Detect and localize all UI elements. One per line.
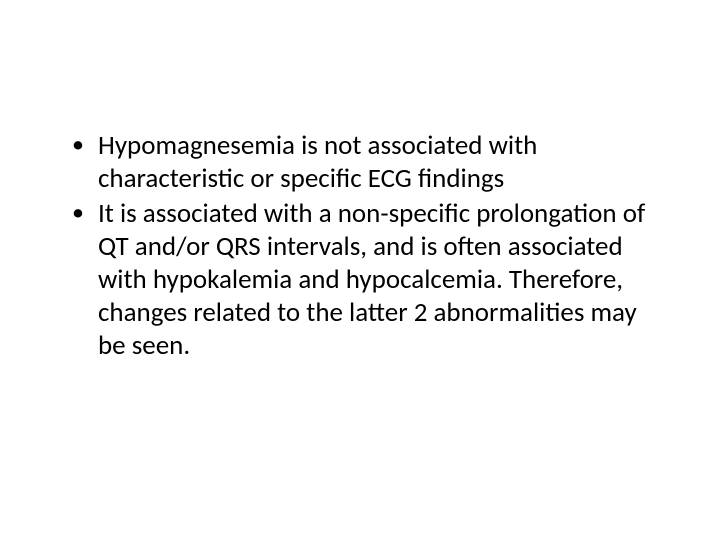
list-item: It is associated with a non-specific pro… [70,198,650,363]
bullet-list: Hypomagnesemia is not associated with ch… [70,130,650,363]
list-item: Hypomagnesemia is not associated with ch… [70,130,650,196]
slide: Hypomagnesemia is not associated with ch… [0,0,720,540]
